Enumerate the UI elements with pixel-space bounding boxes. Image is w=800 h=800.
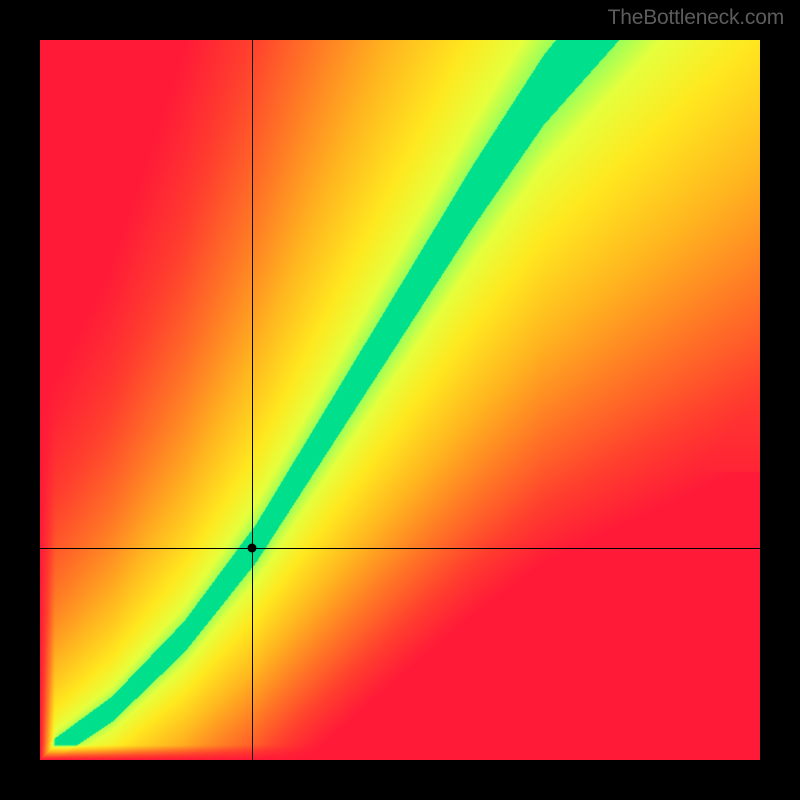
chart-container: TheBottleneck.com: [0, 0, 800, 800]
bottleneck-heatmap: [40, 40, 760, 760]
selected-point-marker: [248, 543, 257, 552]
crosshair-horizontal: [40, 548, 760, 549]
crosshair-vertical: [252, 40, 253, 760]
watermark-text: TheBottleneck.com: [608, 6, 784, 30]
